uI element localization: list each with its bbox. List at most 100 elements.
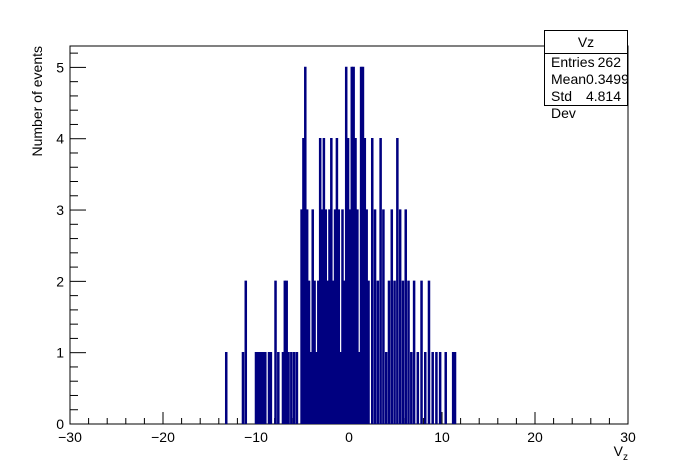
histogram-bin bbox=[256, 351, 260, 424]
x-tick-label: 0 bbox=[345, 429, 353, 445]
histogram-bin bbox=[274, 280, 277, 424]
histogram-bin bbox=[244, 280, 248, 424]
histogram-bin bbox=[348, 209, 352, 424]
histogram-bin bbox=[387, 280, 391, 424]
histogram-bin bbox=[290, 351, 293, 424]
y-tick-label: 2 bbox=[56, 273, 64, 289]
histogram-bin bbox=[258, 351, 261, 424]
stats-box: Vz Entries 262 Mean 0.3499 Std Dev 4.814 bbox=[544, 30, 629, 121]
histogram-bin bbox=[285, 280, 288, 424]
histogram-bin bbox=[412, 280, 416, 424]
y-tick-label: 3 bbox=[56, 202, 64, 218]
stats-title: Vz bbox=[545, 31, 627, 54]
histogram-bin bbox=[318, 138, 322, 424]
histogram-bin bbox=[326, 280, 329, 424]
histogram-bin bbox=[320, 209, 324, 424]
histogram-bin bbox=[401, 280, 405, 424]
histogram-bin bbox=[370, 138, 374, 424]
histogram-bin bbox=[260, 351, 263, 424]
x-tick-label: −20 bbox=[151, 429, 175, 445]
histogram-bin bbox=[224, 351, 228, 424]
histogram-bin bbox=[295, 351, 299, 424]
histogram-bin bbox=[416, 351, 420, 424]
histogram-bin bbox=[335, 138, 339, 424]
x-tick-label: 30 bbox=[620, 429, 636, 445]
histogram-bin bbox=[359, 66, 363, 424]
stats-value-std-dev: 4.814 bbox=[585, 88, 621, 104]
histogram-bin bbox=[444, 351, 447, 424]
histogram-bin bbox=[322, 138, 326, 424]
x-tick-label: 10 bbox=[434, 429, 450, 445]
y-tick-label: 5 bbox=[56, 59, 64, 75]
histogram-bin bbox=[300, 209, 303, 424]
histogram-bin bbox=[453, 351, 457, 424]
histogram-bin bbox=[313, 280, 316, 424]
stats-row-entries: Entries 262 bbox=[545, 54, 627, 71]
histogram-bin bbox=[309, 351, 313, 424]
x-tick-label: 20 bbox=[527, 429, 543, 445]
histogram-bin bbox=[328, 209, 331, 424]
histogram-bin bbox=[393, 280, 396, 424]
histogram-bin bbox=[352, 66, 355, 424]
histogram-bin bbox=[357, 351, 361, 424]
histogram-bin bbox=[333, 209, 337, 424]
histogram-bin bbox=[315, 351, 318, 424]
histogram-bin bbox=[376, 280, 380, 424]
y-tick-label: 0 bbox=[56, 416, 64, 432]
histogram-bin bbox=[277, 351, 280, 424]
x-tick-label: −30 bbox=[58, 429, 82, 445]
histogram-bin bbox=[344, 66, 348, 424]
histogram-bin bbox=[407, 280, 410, 424]
histogram-bin bbox=[365, 209, 368, 424]
y-axis-label: Number of events bbox=[29, 46, 45, 157]
stats-row-mean: Mean 0.3499 bbox=[545, 71, 629, 88]
histogram-bin bbox=[341, 209, 344, 424]
histogram-bin bbox=[350, 66, 354, 424]
histogram-bin bbox=[337, 209, 341, 424]
histogram-bin bbox=[410, 351, 413, 424]
histogram-bin bbox=[330, 138, 333, 424]
x-axis-label-subscript: z bbox=[623, 452, 628, 463]
histogram-bin bbox=[283, 280, 287, 424]
y-tick-label: 1 bbox=[56, 345, 64, 361]
y-axis-ticks: 0 1 2 3 4 5 bbox=[56, 52, 86, 432]
stats-value-mean: 0.3499 bbox=[586, 71, 629, 87]
histogram-bin bbox=[339, 351, 342, 424]
histogram-bin bbox=[343, 280, 346, 424]
histogram-bin bbox=[267, 351, 271, 424]
histogram-bin bbox=[420, 280, 423, 424]
histogram-bin bbox=[363, 138, 367, 424]
x-tick-label: −10 bbox=[244, 429, 268, 445]
histogram-bin bbox=[317, 280, 320, 424]
histogram-bin bbox=[302, 138, 305, 424]
histogram-bin bbox=[287, 351, 290, 424]
histogram-bin bbox=[431, 351, 434, 424]
histogram-bin bbox=[269, 351, 273, 424]
histogram-bin bbox=[367, 280, 370, 424]
stats-label-entries: Entries bbox=[551, 54, 595, 70]
histogram-bin bbox=[331, 280, 335, 424]
histogram-bin bbox=[398, 209, 402, 424]
histogram-bin bbox=[424, 351, 427, 424]
histogram-bin bbox=[361, 66, 365, 424]
histogram-bin bbox=[384, 351, 388, 424]
histogram-bins bbox=[224, 66, 457, 424]
stats-label-mean: Mean bbox=[551, 71, 587, 87]
histogram-bin bbox=[435, 351, 438, 424]
histogram-bin bbox=[281, 351, 285, 424]
stats-value-entries: 262 bbox=[597, 54, 621, 70]
histogram-bin bbox=[373, 209, 377, 424]
histogram-bin bbox=[304, 66, 307, 424]
x-axis-label: Vz bbox=[614, 443, 628, 463]
histogram-bin bbox=[390, 209, 394, 424]
histogram-bin bbox=[379, 138, 382, 424]
x-axis-label-main: V bbox=[614, 443, 624, 459]
histogram-bin bbox=[307, 280, 311, 424]
histogram-bin bbox=[346, 138, 350, 424]
histogram-bin bbox=[311, 209, 314, 424]
histogram-bin bbox=[396, 138, 399, 424]
histogram-bin bbox=[356, 209, 359, 424]
histogram-bin bbox=[292, 351, 296, 424]
histogram-bin bbox=[404, 209, 407, 424]
